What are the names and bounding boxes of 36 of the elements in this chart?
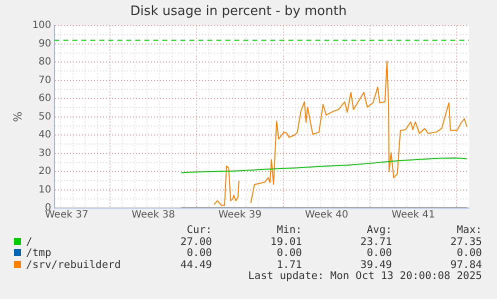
y-tick-label: 60 — [38, 93, 52, 104]
text: 27.00 — [180, 236, 212, 248]
x-tick-label: Week 41 — [392, 210, 435, 221]
text: 27.35 — [450, 236, 482, 248]
y-axis-title: % — [11, 112, 24, 122]
text: Last update: Mon Oct 13 20:00:08 2025 — [248, 270, 482, 282]
text: 19.01 — [270, 236, 302, 248]
y-tick-label: 80 — [38, 56, 52, 68]
text: 0.00 — [456, 247, 482, 259]
y-tick-label: 90 — [38, 38, 52, 50]
chart-title: Disk usage in percent - by month — [130, 4, 347, 20]
text: 0.00 — [186, 247, 212, 259]
legend-label: / — [26, 236, 32, 248]
legend-label: /srv/rebuilderd — [26, 258, 121, 270]
y-tick-label: 70 — [38, 74, 52, 86]
text: Max: — [456, 224, 482, 236]
y-tick-label: 50 — [38, 111, 52, 122]
y-tick-label: 30 — [38, 148, 52, 159]
text: Cur: — [186, 224, 212, 236]
text: Avg: — [366, 224, 392, 236]
y-tick-label: 100 — [32, 20, 52, 32]
y-tick-label: 10 — [38, 184, 52, 196]
y-tick-label: 40 — [38, 130, 52, 141]
text: 0.00 — [366, 247, 392, 259]
x-tick-label: Week 39 — [218, 210, 262, 221]
legend-label: /tmp — [26, 247, 52, 259]
y-tick-label: 20 — [38, 166, 52, 178]
text: 97.84 — [450, 258, 482, 270]
x-tick-label: Week 38 — [132, 210, 175, 221]
text: 0.00 — [276, 247, 302, 259]
text: 23.71 — [360, 236, 392, 248]
x-tick-label: Week 40 — [304, 210, 348, 221]
text: 39.49 — [360, 258, 392, 270]
text: 1.71 — [276, 258, 302, 270]
text: Min: — [276, 224, 302, 236]
text: 44.49 — [180, 258, 212, 270]
